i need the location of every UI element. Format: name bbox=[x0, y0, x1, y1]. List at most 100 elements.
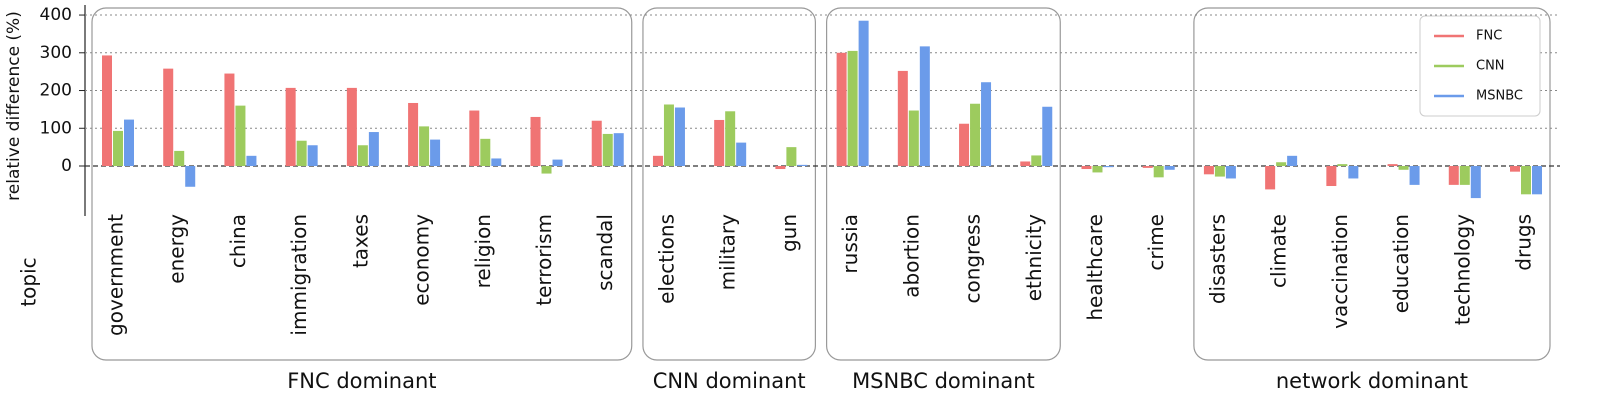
bar bbox=[124, 119, 134, 167]
bar bbox=[1521, 166, 1531, 195]
x-tick-label: education bbox=[1389, 214, 1413, 313]
bar bbox=[163, 68, 174, 167]
bar bbox=[786, 147, 797, 167]
bar bbox=[919, 46, 930, 167]
x-tick-label: elections bbox=[654, 214, 678, 304]
x-tick-label: government bbox=[104, 214, 128, 336]
y-tick-label: 100 bbox=[40, 118, 72, 138]
bar bbox=[836, 52, 847, 167]
bar bbox=[430, 139, 441, 167]
y-tick-label: 400 bbox=[40, 5, 72, 25]
bar bbox=[775, 166, 786, 170]
bar bbox=[1265, 166, 1276, 190]
x-tick-label: disasters bbox=[1205, 214, 1229, 304]
bar bbox=[674, 107, 685, 167]
bar bbox=[1337, 164, 1348, 167]
x-axis-label: topic bbox=[17, 257, 41, 306]
bar bbox=[1092, 166, 1103, 173]
legend-label: CNN bbox=[1476, 59, 1505, 74]
group-box bbox=[91, 7, 633, 361]
bar bbox=[591, 120, 602, 167]
bar bbox=[185, 166, 196, 187]
bar bbox=[408, 102, 419, 167]
x-tick-label: economy bbox=[410, 214, 434, 306]
bar bbox=[959, 123, 970, 167]
bar bbox=[224, 73, 235, 167]
bar bbox=[235, 105, 246, 167]
bar bbox=[1276, 162, 1287, 167]
y-tick-label: 0 bbox=[61, 156, 72, 176]
bar bbox=[1042, 106, 1053, 167]
bar bbox=[736, 142, 747, 167]
x-tick-label: russia bbox=[838, 214, 862, 274]
x-tick-label: taxes bbox=[348, 214, 372, 268]
y-tick-label: 300 bbox=[40, 43, 72, 63]
bar bbox=[285, 87, 296, 167]
bar bbox=[530, 116, 541, 167]
bar bbox=[1348, 166, 1359, 179]
x-tick-label: immigration bbox=[287, 214, 311, 336]
bar bbox=[1387, 164, 1398, 167]
group-label: network dominant bbox=[1276, 369, 1468, 393]
bar bbox=[613, 133, 624, 167]
bar bbox=[1081, 166, 1092, 170]
bar bbox=[1287, 155, 1298, 167]
bar bbox=[714, 119, 725, 167]
x-tick-label: scandal bbox=[593, 214, 617, 291]
bar bbox=[491, 158, 502, 167]
bar bbox=[652, 155, 663, 167]
x-tick-label: ethnicity bbox=[1022, 214, 1046, 301]
x-tick-label: healthcare bbox=[1083, 214, 1107, 321]
group-label: FNC dominant bbox=[287, 369, 436, 393]
bar bbox=[1031, 155, 1042, 167]
bar bbox=[858, 20, 869, 167]
x-tick-label: congress bbox=[961, 214, 985, 304]
x-tick-label: abortion bbox=[899, 214, 923, 298]
x-tick-label: technology bbox=[1450, 214, 1474, 325]
bar bbox=[1203, 166, 1214, 175]
y-axis-label: relative difference (%) bbox=[4, 11, 24, 201]
x-tick-label: gun bbox=[777, 214, 801, 252]
x-tick-label: military bbox=[716, 214, 740, 290]
bar bbox=[102, 55, 112, 167]
x-tick-label: religion bbox=[471, 214, 495, 288]
bar bbox=[541, 166, 552, 174]
bar bbox=[1409, 166, 1420, 185]
bar bbox=[346, 87, 357, 167]
bar bbox=[897, 70, 908, 167]
bar bbox=[419, 126, 430, 167]
bar bbox=[1459, 166, 1470, 185]
bar bbox=[970, 103, 981, 167]
bar bbox=[1214, 166, 1225, 177]
bar bbox=[1532, 166, 1542, 195]
x-tick-label: china bbox=[226, 214, 250, 268]
bar bbox=[357, 145, 368, 167]
x-tick-label: energy bbox=[165, 214, 189, 284]
bar bbox=[663, 104, 674, 167]
bar bbox=[1142, 166, 1153, 168]
bar bbox=[113, 130, 123, 167]
x-tick-label: vaccination bbox=[1328, 214, 1352, 329]
group-box bbox=[1193, 7, 1551, 361]
x-tick-label: climate bbox=[1267, 214, 1291, 288]
bar bbox=[469, 110, 480, 167]
bar bbox=[602, 133, 613, 167]
bar bbox=[847, 50, 858, 167]
group-label: CNN dominant bbox=[653, 369, 806, 393]
bar bbox=[552, 159, 563, 167]
bar bbox=[1398, 166, 1409, 170]
bar bbox=[480, 138, 491, 167]
bar bbox=[1510, 166, 1520, 172]
bar bbox=[246, 155, 257, 167]
legend-label: FNC bbox=[1476, 29, 1502, 44]
group-label: MSNBC dominant bbox=[852, 369, 1035, 393]
bar bbox=[307, 145, 318, 167]
bar bbox=[1103, 166, 1114, 168]
bar bbox=[981, 82, 992, 167]
x-tick-label: crime bbox=[1144, 214, 1168, 271]
bar bbox=[1153, 166, 1164, 178]
bar bbox=[1448, 166, 1459, 185]
bar bbox=[1020, 161, 1031, 167]
